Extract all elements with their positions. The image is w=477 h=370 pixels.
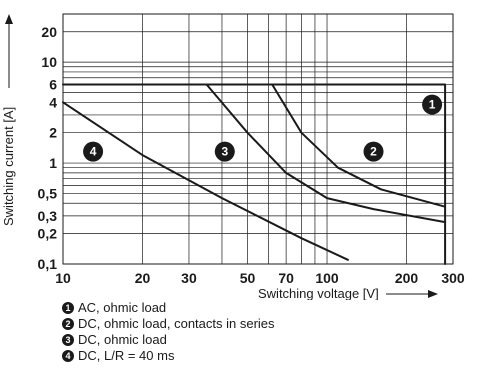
curve-badge <box>422 94 443 115</box>
curves <box>62 83 447 265</box>
curve-badge <box>363 141 384 162</box>
grid <box>63 14 454 264</box>
y-axis-title: Switching current [A] <box>1 107 16 226</box>
legend-text: DC, ohmic load, contacts in series <box>78 316 275 331</box>
y-tick-label: 0,3 <box>38 208 58 224</box>
x-tick-label: 50 <box>240 270 256 286</box>
curve-number-badges: 1 2 3 4 <box>83 94 443 162</box>
y-axis-arrowhead <box>5 14 13 24</box>
legend: 1 AC, ohmic load 2 DC, ohmic load, conta… <box>62 300 275 364</box>
x-tick-labels: 10 20 30 50 70 100 200 300 <box>55 270 465 286</box>
legend-badge: 2 <box>62 318 74 330</box>
y-tick-labels: 0,1 0,2 0,3 0,5 1 2 46 10 20 <box>38 24 58 272</box>
y-tick-label: 0,1 <box>38 256 58 272</box>
curve-badge-number: 4 <box>90 145 97 159</box>
x-tick-label: 300 <box>441 270 465 286</box>
y-tick-label: 1 <box>49 155 57 171</box>
y-tick-label: 10 <box>41 54 57 70</box>
x-axis-title: Switching voltage [V] <box>258 286 379 300</box>
curve-2 <box>271 83 447 208</box>
x-axis-arrowhead <box>428 290 438 298</box>
legend-badge: 3 <box>62 334 74 346</box>
curve-badge-number: 1 <box>429 98 436 112</box>
curve-4 <box>62 101 349 261</box>
y-tick-label: 4 <box>49 94 57 110</box>
x-tick-label: 10 <box>55 270 71 286</box>
y-tick-label: 20 <box>41 24 57 40</box>
legend-text: AC, ohmic load <box>78 300 167 315</box>
x-tick-label: 100 <box>315 270 339 286</box>
x-tick-label: 30 <box>181 270 197 286</box>
curve-badge <box>83 141 104 162</box>
legend-badge: 4 <box>62 350 74 362</box>
legend-item: 1 AC, ohmic load <box>62 300 275 316</box>
y-tick-label: 0,5 <box>38 185 58 201</box>
curve-badge-number: 2 <box>370 145 377 159</box>
legend-text: DC, L/R = 40 ms <box>78 348 175 363</box>
curve-3 <box>205 83 447 224</box>
legend-text: DC, ohmic load <box>78 332 167 347</box>
curve-1 <box>62 83 447 265</box>
chart: 10 20 30 50 70 100 200 300 0,10,20,30,512461020… <box>1 13 465 300</box>
x-tick-label: 20 <box>135 270 151 286</box>
x-tick-label: 200 <box>395 270 419 286</box>
legend-item: 2 DC, ohmic load, contacts in series <box>62 316 275 332</box>
legend-item: 3 DC, ohmic load <box>62 332 275 348</box>
legend-badge: 1 <box>62 302 74 314</box>
x-tick-label: 70 <box>278 270 294 286</box>
curve-badge-number: 3 <box>221 145 228 159</box>
plot-frame <box>62 13 454 265</box>
curve-badge <box>214 141 235 162</box>
y-tick-label: 0,2 <box>38 226 58 242</box>
y-tick-label: 6 <box>49 77 57 93</box>
y-tick-label: 2 <box>49 125 57 141</box>
legend-item: 4 DC, L/R = 40 ms <box>62 348 275 364</box>
